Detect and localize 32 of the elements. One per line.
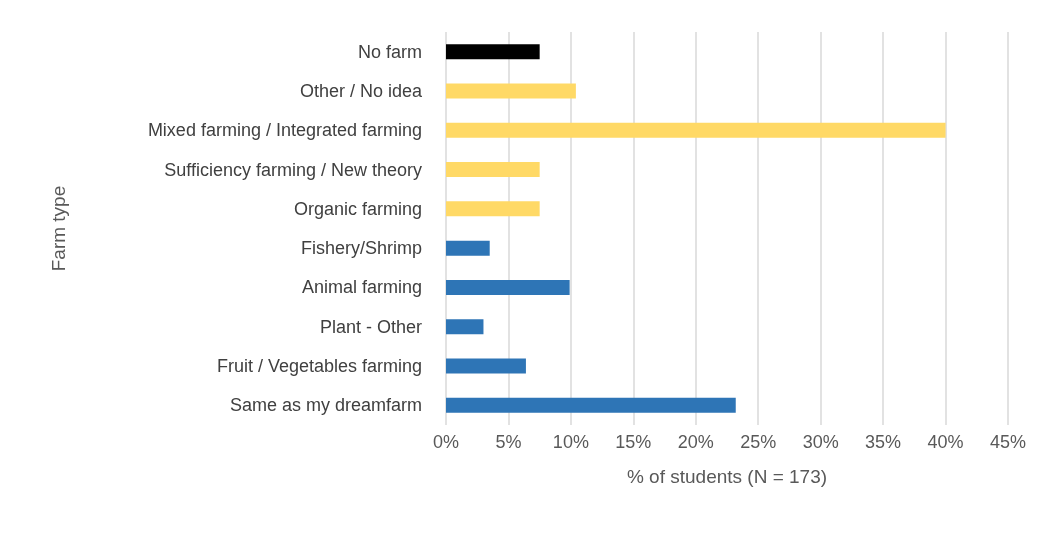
x-tick-label: 5%: [495, 432, 522, 452]
x-tick-label: 45%: [989, 432, 1027, 452]
y-tick-label: Animal farming: [301, 277, 422, 298]
y-tick-label: Organic farming: [293, 198, 422, 219]
x-tick-label: 20%: [677, 432, 714, 452]
bar: [446, 358, 526, 374]
x-tick-label: 25%: [740, 432, 777, 452]
bar: [446, 319, 484, 335]
x-tick-label: 15%: [615, 432, 652, 452]
x-tick-label: 0%: [432, 432, 460, 452]
x-tick-label: 30%: [802, 432, 839, 452]
y-tick-label: Same as my dreamfarm: [229, 395, 422, 416]
y-tick-label: Plant - Other: [319, 316, 422, 337]
y-tick-label: Mixed farming / Integrated farming: [147, 120, 422, 141]
y-tick-label: Fruit / Vegetables farming: [216, 356, 422, 377]
bar: [446, 83, 576, 99]
bar: [446, 44, 540, 60]
bar: [446, 162, 540, 178]
x-axis-title: % of students (N = 173): [626, 466, 828, 487]
y-tick-label: No farm: [357, 41, 422, 62]
y-tick-label: Other / No idea: [299, 80, 423, 101]
y-axis-title: Farm type: [48, 185, 69, 272]
x-tick-label: 40%: [927, 432, 964, 452]
x-tick-label: 35%: [865, 432, 902, 452]
y-tick-label: Sufficiency farming / New theory: [164, 159, 422, 180]
bar: [446, 397, 736, 413]
bar: [446, 279, 570, 295]
bar: [446, 240, 490, 256]
bar: [446, 122, 946, 138]
x-tick-label: 10%: [552, 432, 589, 452]
bar: [446, 201, 540, 217]
y-tick-label: Fishery/Shrimp: [300, 238, 422, 259]
